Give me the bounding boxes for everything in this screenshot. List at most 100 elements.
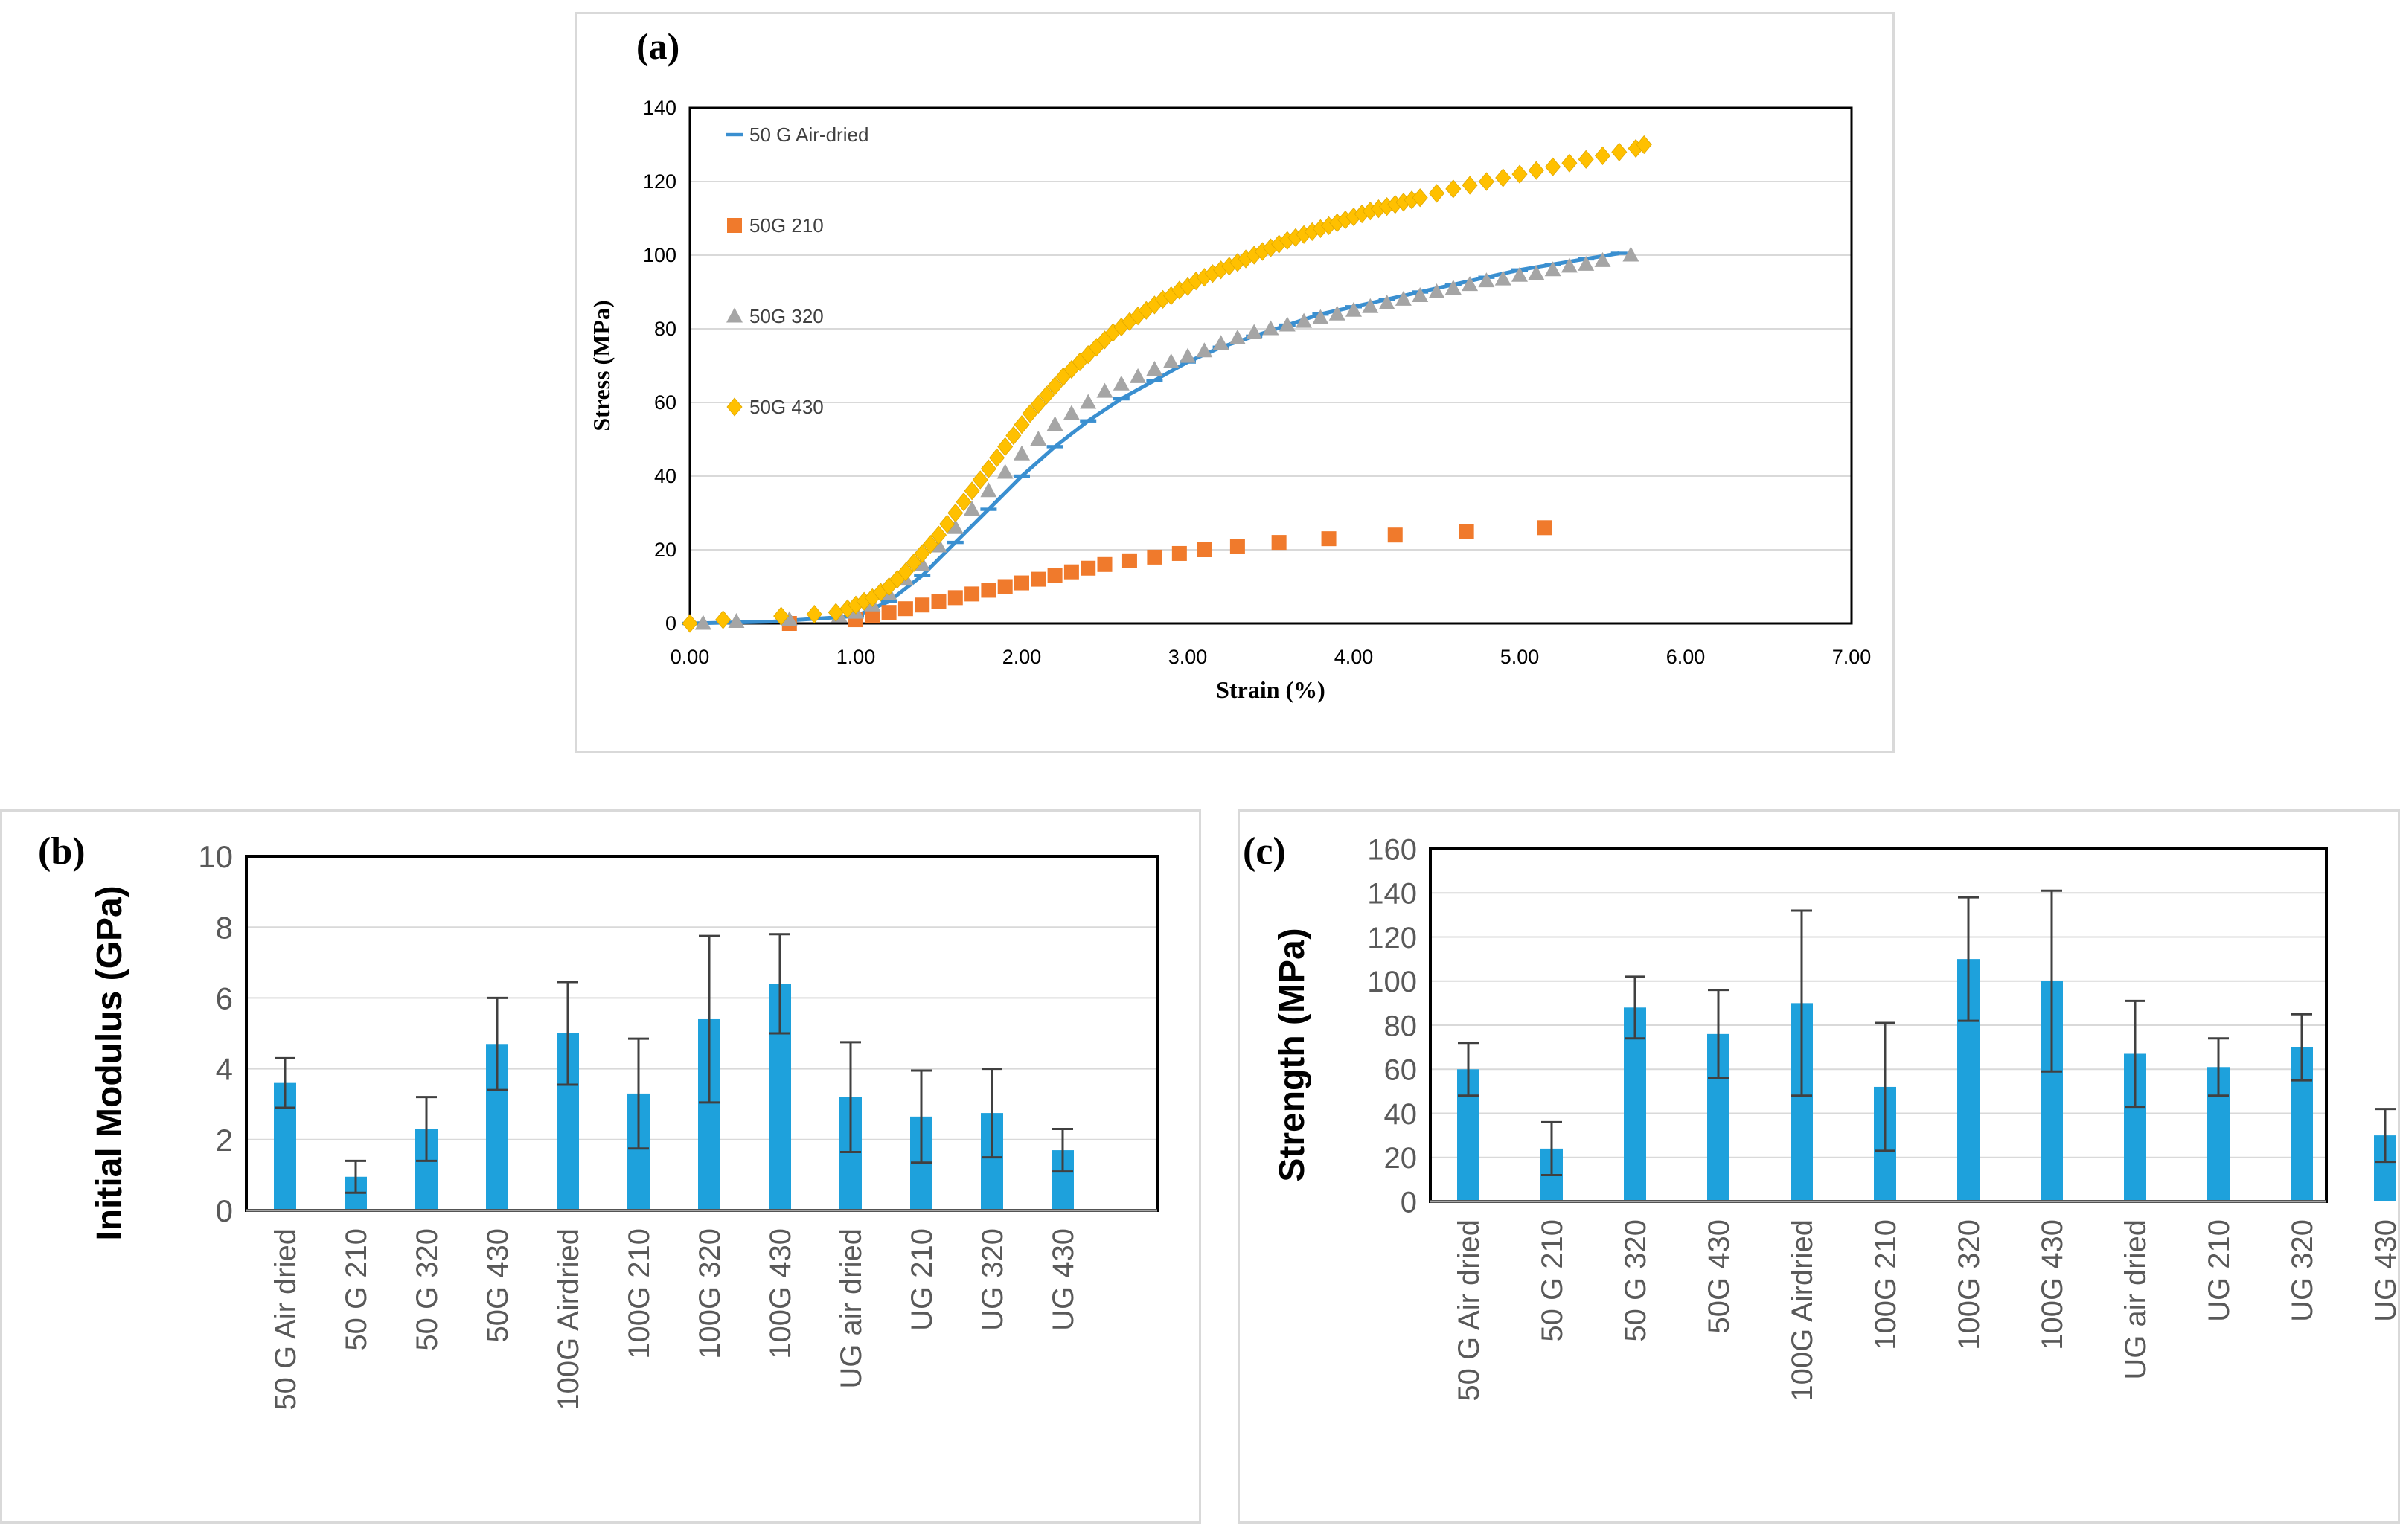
data-point [764, 620, 781, 623]
panel-label: (b) [38, 830, 86, 873]
data-point [1096, 382, 1113, 398]
y-tick-label: 6 [216, 981, 233, 1016]
data-point [914, 556, 931, 571]
x-tick-label: 5.00 [1500, 646, 1540, 668]
data-point [1478, 172, 1494, 191]
data-point [1113, 375, 1130, 391]
data-point [947, 519, 964, 534]
bar [1624, 1007, 1646, 1201]
data-point [880, 600, 897, 603]
data-point [1180, 347, 1196, 363]
x-category-label: 100G Airdried [1786, 1219, 1819, 1402]
data-point [989, 448, 1005, 467]
x-category-label: UG 430 [1047, 1228, 1080, 1331]
data-point [972, 470, 988, 490]
x-tick-label: 2.00 [1002, 646, 1042, 668]
y-axis-title: Strength (MPa) [1273, 928, 1312, 1181]
stress-strain-chart-panel: (a) 0 20 40 60 80 100 120 140 0.00 1.00 2.00 3.00 4.0… [575, 12, 1895, 753]
panel-label-a: (a) [636, 25, 679, 67]
data-point [1014, 415, 1030, 434]
y-tick-label: 80 [1384, 1010, 1418, 1042]
x-category-label: 50G 430 [481, 1228, 514, 1342]
legend-label: 50G 430 [749, 396, 824, 418]
y-tick-label: 80 [654, 318, 676, 340]
series-square [781, 520, 1552, 631]
x-category-label: UG 430 [2369, 1219, 2400, 1322]
data-point [1196, 342, 1213, 358]
data-point [1080, 419, 1097, 423]
series-diamond [682, 135, 1652, 633]
data-point [1412, 286, 1429, 302]
data-point [1229, 329, 1246, 344]
x-category-label: 100G 210 [623, 1228, 656, 1359]
plot-area-border [688, 106, 1853, 625]
data-point [1378, 294, 1395, 309]
data-point [980, 482, 997, 498]
data-point [1395, 290, 1412, 306]
data-point [897, 601, 913, 617]
data-point [1528, 265, 1545, 280]
data-point [865, 609, 880, 624]
data-point [980, 507, 997, 511]
data-point [1462, 276, 1479, 292]
x-category-label: 50 G 210 [1536, 1219, 1569, 1342]
legend-label: 50G 320 [749, 305, 824, 327]
x-category-label: UG 320 [976, 1228, 1009, 1331]
data-point [1494, 270, 1511, 286]
data-point [964, 501, 981, 516]
y-tick-label: 160 [1367, 833, 1417, 866]
data-point [1130, 368, 1147, 383]
data-point [1545, 157, 1561, 176]
stress-strain-chart: (a) 0 20 40 60 80 100 120 140 0.00 1.00 2.00 3.00 4.0… [588, 25, 1871, 703]
initial-modulus-chart-panel: (b) 0 2 4 6 8 10 50 G Air dried 50 G 210 50 G 320… [0, 809, 1201, 1524]
data-point [1022, 404, 1038, 423]
data-point [1428, 184, 1445, 203]
data-point [1511, 164, 1528, 184]
data-point [1622, 246, 1639, 262]
x-category-label: 50G 430 [1703, 1219, 1735, 1333]
x-tick-label: 3.00 [1168, 646, 1208, 668]
data-point [1561, 257, 1578, 273]
y-tick-label: 100 [1367, 966, 1417, 998]
x-category-label: UG 210 [2203, 1219, 2236, 1322]
y-tick-label: 0 [216, 1193, 233, 1228]
data-point [1296, 312, 1313, 328]
data-point [1212, 335, 1229, 350]
x-category-label: 50 G 210 [340, 1228, 373, 1351]
x-category-label: UG air dried [835, 1228, 868, 1389]
data-point [1014, 575, 1029, 591]
data-point [1578, 150, 1594, 169]
y-tick-label: 120 [643, 170, 676, 193]
data-point [1030, 394, 1046, 414]
data-point [980, 459, 996, 478]
data-point [1444, 280, 1462, 295]
data-point [1459, 524, 1474, 539]
x-category-label: 100G 430 [764, 1228, 797, 1359]
data-point [1387, 527, 1403, 543]
x-category-label: UG 210 [906, 1228, 938, 1331]
data-point [997, 437, 1014, 457]
data-point [914, 544, 930, 563]
data-point [931, 594, 947, 609]
data-point [1229, 539, 1245, 554]
y-tick-label: 40 [654, 465, 676, 487]
x-axis-title: Strain (%) [1216, 676, 1325, 703]
data-point [996, 463, 1014, 479]
data-point [1047, 568, 1063, 583]
data-point [781, 611, 798, 626]
data-point [1537, 520, 1552, 536]
data-point [881, 605, 897, 620]
data-point [1081, 560, 1096, 576]
data-point [956, 493, 972, 512]
data-point [1046, 445, 1063, 449]
legend-label: 50 G Air-dried [749, 123, 868, 146]
y-tick-label: 0 [1401, 1186, 1417, 1219]
data-point [1121, 553, 1137, 568]
data-point [914, 574, 931, 577]
x-tick-label: 6.00 [1666, 646, 1706, 668]
data-point [1063, 564, 1079, 580]
data-point [1636, 135, 1652, 155]
data-point [1611, 142, 1628, 162]
y-tick-label: 100 [643, 244, 676, 266]
x-tick-label: 0.00 [671, 646, 710, 668]
